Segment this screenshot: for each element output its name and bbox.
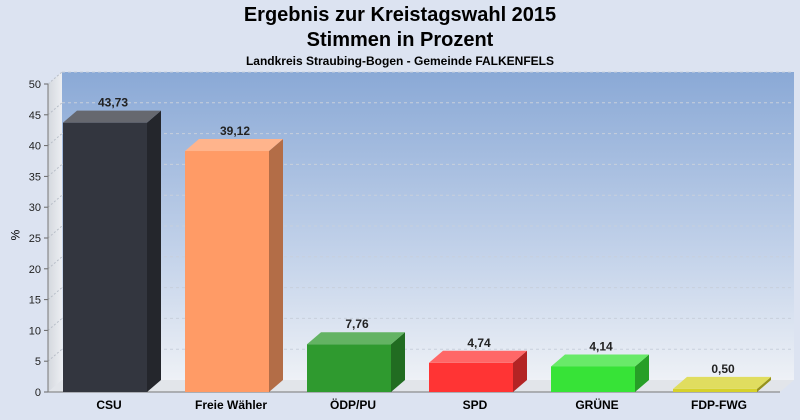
data-label: 0,50 [711,362,735,376]
y-tick-label: 50 [29,79,41,91]
bar-side [147,110,161,392]
wall-gridline [47,133,63,146]
wall-gridline [47,287,63,300]
y-tick-label: 20 [29,264,41,276]
y-tick-label: 30 [29,202,41,214]
y-tick-label: 5 [35,356,41,368]
bar [429,362,513,392]
y-tick-label: 10 [29,325,41,337]
x-tick-label: Freie Wähler [195,398,267,412]
bar [63,122,147,392]
wall-gridline [47,318,63,331]
chart-subtitle: Stimmen in Prozent [306,29,494,51]
wall-gridline [47,102,63,116]
bar-top [551,354,649,367]
bar [185,151,269,392]
y-tick-label: 40 [29,141,41,153]
wall-gridline [47,194,63,208]
x-tick-label: SPD [463,398,488,412]
bar-side [513,350,527,392]
bar-top [307,332,405,345]
wall-gridline [47,164,63,177]
data-label: 4,74 [467,336,491,350]
wall-gridline [47,71,63,85]
data-label: 7,76 [345,317,369,331]
y-tick-label: 0 [35,387,41,399]
bar-side [757,376,771,392]
bar [673,388,757,392]
chart-region: Landkreis Straubing-Bogen - Gemeinde FAL… [245,54,555,68]
data-label: 4,14 [589,339,613,353]
data-label: 39,12 [220,124,250,138]
wall-gridline [47,348,63,362]
chart-title: Ergebnis zur Kreistagswahl 2015 [243,4,557,26]
y-tick-label: 35 [29,171,41,183]
bar-top [185,139,283,152]
x-tick-label: FDP-FWG [691,398,747,412]
bar-top [63,110,161,123]
bar [551,366,635,392]
wall-gridline [47,225,63,239]
y-tick-label: 45 [29,110,41,122]
y-tick-label: 25 [29,233,41,245]
bar-top [673,376,771,389]
x-tick-label: CSU [96,398,121,412]
bar-side [269,139,283,392]
bar-side [635,354,649,392]
data-label: 43,73 [98,96,128,110]
wall-gridline [47,256,63,270]
bar-top [429,350,527,363]
y-tick-label: 15 [29,295,41,307]
bar [307,344,391,392]
bar-side [391,332,405,392]
x-tick-label: ÖDP/PU [330,397,376,412]
x-tick-label: GRÜNE [575,397,618,412]
